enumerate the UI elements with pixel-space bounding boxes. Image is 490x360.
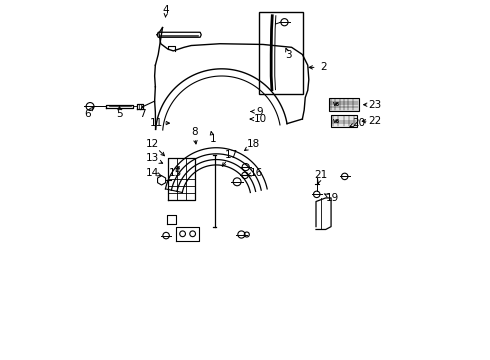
Text: 11: 11 xyxy=(150,118,163,128)
Text: 8: 8 xyxy=(191,127,197,136)
Text: 15: 15 xyxy=(169,168,182,178)
Text: 4: 4 xyxy=(163,5,170,15)
Text: 13: 13 xyxy=(146,153,159,163)
Text: 18: 18 xyxy=(247,139,260,149)
Text: 14: 14 xyxy=(146,168,159,178)
Text: 3: 3 xyxy=(286,50,292,60)
Text: 22: 22 xyxy=(368,116,382,126)
Text: 19: 19 xyxy=(326,193,339,203)
Text: 1: 1 xyxy=(209,134,216,144)
Text: 5: 5 xyxy=(116,109,123,119)
Text: 2: 2 xyxy=(320,62,326,72)
Bar xyxy=(259,12,303,94)
Text: 9: 9 xyxy=(257,107,263,117)
Text: 12: 12 xyxy=(146,139,159,149)
Text: 23: 23 xyxy=(368,100,382,110)
Bar xyxy=(329,98,359,111)
Text: 16: 16 xyxy=(250,168,264,178)
Text: V8: V8 xyxy=(333,102,340,107)
Text: 10: 10 xyxy=(253,114,267,124)
Text: V8: V8 xyxy=(333,119,341,124)
Text: 17: 17 xyxy=(225,150,238,160)
Text: 21: 21 xyxy=(315,170,328,180)
Text: 7: 7 xyxy=(139,109,146,119)
Bar xyxy=(331,116,357,127)
Text: 20: 20 xyxy=(352,118,366,128)
Text: 6: 6 xyxy=(84,109,91,119)
